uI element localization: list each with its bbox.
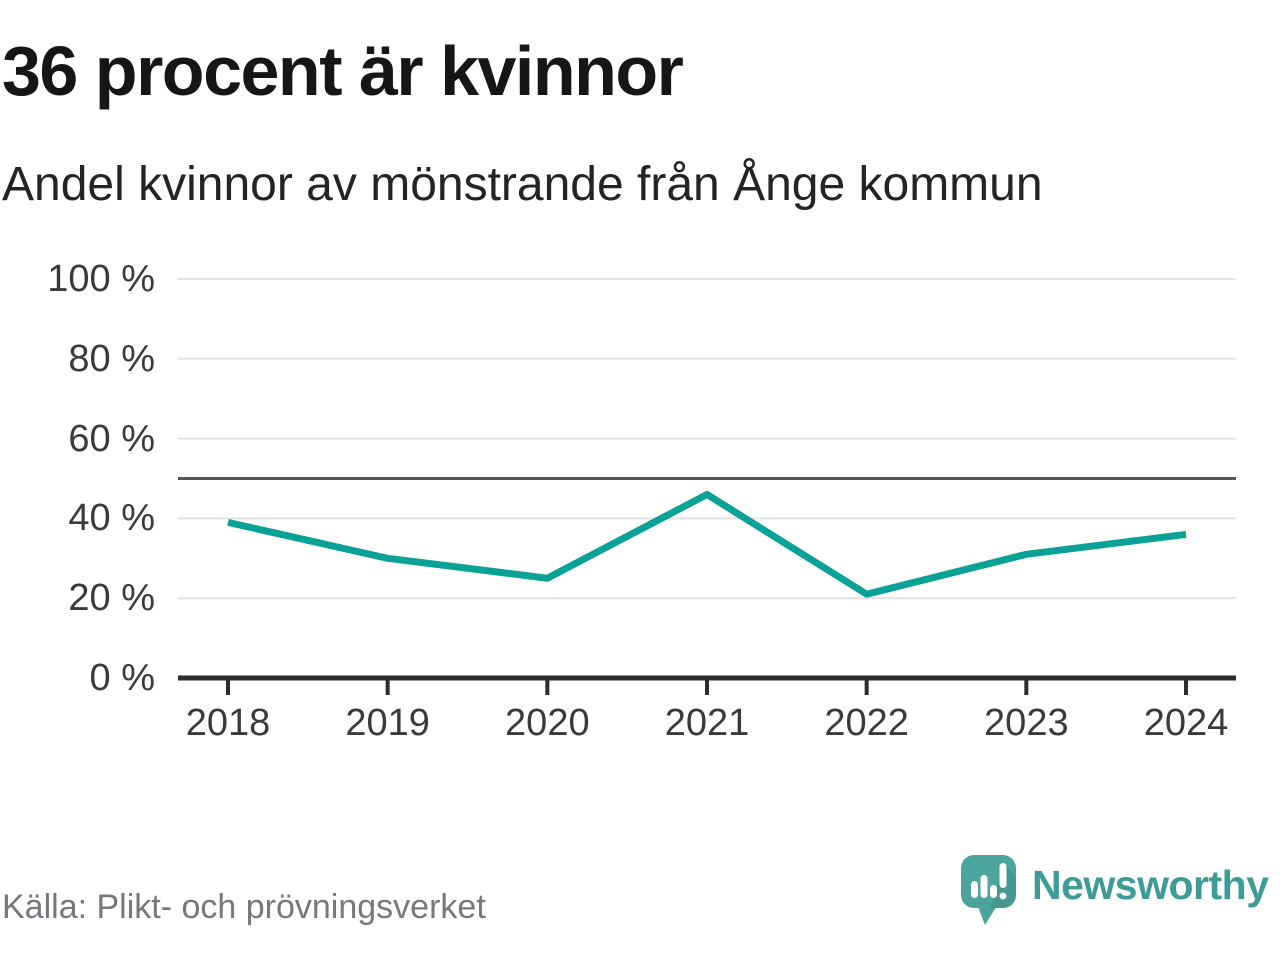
x-axis-label: 2023 xyxy=(984,702,1069,744)
bar-glyph-3 xyxy=(990,885,997,898)
chart-subtitle: Andel kvinnor av mönstrande från Ånge ko… xyxy=(2,158,1043,211)
x-axis-label: 2018 xyxy=(185,702,271,744)
x-axis-label: 2022 xyxy=(824,702,909,744)
y-axis-label: 20 % xyxy=(68,577,155,620)
bar-glyph-1 xyxy=(971,881,978,898)
y-axis-label: 60 % xyxy=(68,417,155,460)
y-axis-label: 80 % xyxy=(68,337,155,380)
data-line-andel-kvinnor xyxy=(227,490,1187,598)
newsworthy-wordmark: Newsworthy xyxy=(1032,862,1269,908)
newsworthy-logo: Newsworthy xyxy=(960,854,1269,928)
x-axis-label: 2021 xyxy=(664,702,750,744)
y-axis-label: 0 % xyxy=(89,657,155,699)
source-note: Källa: Plikt- och prövningsverket xyxy=(2,888,486,926)
x-axis-label: 2019 xyxy=(345,702,430,744)
bubble-tail xyxy=(977,904,998,925)
y-axis-label: 100 % xyxy=(47,258,155,300)
bar-glyph-2 xyxy=(980,875,988,898)
x-axis-label: 2020 xyxy=(505,702,590,744)
exclamation-bar xyxy=(999,863,1007,888)
y-axis-label: 40 % xyxy=(68,497,155,540)
exclamation-dot xyxy=(999,892,1007,900)
x-axis-label: 2024 xyxy=(1143,702,1229,744)
newsworthy-bubble-icon xyxy=(961,855,1016,925)
chart-title: 36 procent är kvinnor xyxy=(2,32,684,110)
